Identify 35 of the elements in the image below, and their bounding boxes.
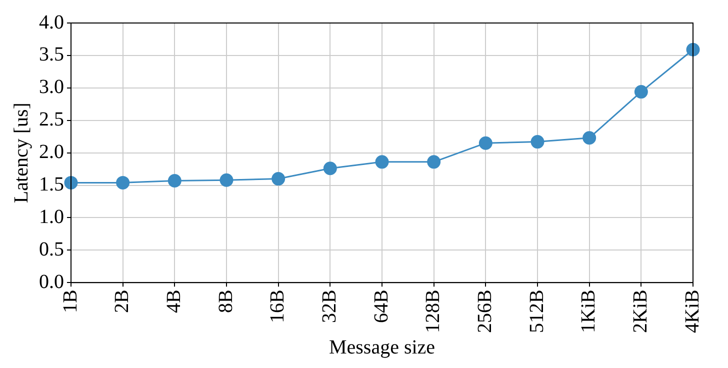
y-axis-title: Latency [us]: [10, 102, 32, 204]
point: [272, 172, 286, 186]
x-tick-label: 2KiB: [629, 290, 652, 334]
y-tick-label: 1.0: [39, 206, 64, 228]
point: [375, 155, 389, 169]
x-axis-title: Message size: [328, 336, 436, 358]
point: [116, 176, 130, 190]
x-tick-label: 128B: [422, 290, 444, 334]
x-tick-label: 256B: [474, 290, 496, 334]
point: [530, 135, 544, 149]
point: [686, 42, 700, 56]
point: [220, 173, 234, 187]
point: [427, 155, 441, 169]
x-tick-label: 32B: [318, 290, 340, 324]
point: [478, 136, 492, 150]
x-tick-label: 4KiB: [681, 290, 704, 334]
point: [634, 85, 648, 99]
x-tick-label: 8B: [214, 290, 237, 314]
y-tick-label: 2.0: [39, 141, 64, 164]
x-tick-label: 2B: [111, 290, 134, 314]
point: [323, 162, 337, 176]
point: [64, 176, 78, 190]
y-tick-label: 4.0: [39, 11, 64, 34]
x-tick-label: 1KiB: [578, 290, 600, 334]
x-tick-label: 4B: [162, 290, 185, 314]
x-tick-label: 64B: [370, 290, 392, 324]
y-tick-label: 1.5: [39, 174, 64, 196]
y-tick-label: 3.5: [39, 44, 64, 66]
y-tick-label: 2.5: [39, 108, 64, 131]
x-tick-label: 512B: [526, 290, 548, 334]
x-tick-label: 16B: [266, 290, 289, 324]
point: [582, 131, 596, 145]
y-tick-label: 0.5: [39, 238, 64, 260]
point: [168, 174, 182, 188]
y-tick-label: 3.0: [39, 76, 64, 98]
